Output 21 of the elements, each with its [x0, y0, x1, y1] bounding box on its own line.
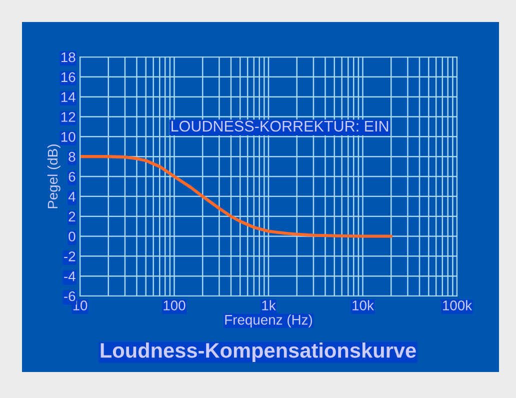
- x-axis-title: Frequenz (Hz): [225, 314, 312, 328]
- annotation: LOUDNESS-KORREKTUR: EIN: [172, 120, 388, 132]
- y-tick-label: -6: [64, 291, 76, 302]
- x-tick-label: 100k: [443, 300, 472, 310]
- x-tick-label: 100: [164, 300, 186, 310]
- y-tick-label: 2: [68, 212, 76, 222]
- y-tick-label: 8: [68, 152, 76, 162]
- y-axis-title: Pegel (dB): [47, 144, 60, 208]
- y-tick-label: -4: [64, 272, 76, 282]
- x-tick-label: 1k: [262, 300, 276, 310]
- y-tick-label: 16: [61, 72, 76, 82]
- y-tick-label: 6: [68, 172, 76, 182]
- text: Loudness-Kompensationskurve: [100, 342, 416, 362]
- y-tick-label: 4: [68, 192, 76, 202]
- y-tick-label: 10: [61, 132, 76, 142]
- y-tick-label: 0: [68, 232, 76, 242]
- y-tick-label: 18: [61, 52, 76, 62]
- y-tick-label: 12: [61, 112, 76, 122]
- x-tick-label: 10k: [352, 300, 374, 310]
- y-tick-label: 14: [61, 92, 76, 102]
- y-tick-label: -2: [64, 252, 76, 262]
